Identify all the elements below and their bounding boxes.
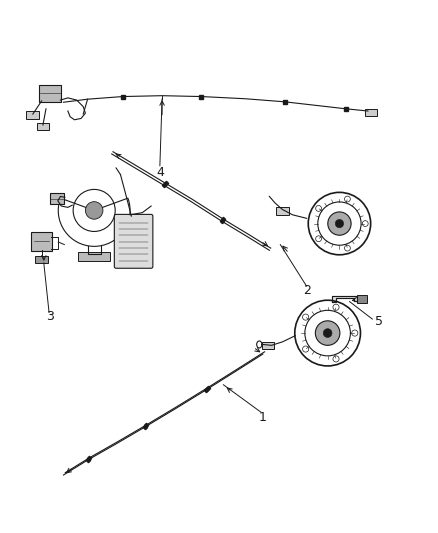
FancyBboxPatch shape	[50, 193, 64, 204]
Circle shape	[316, 236, 321, 241]
Circle shape	[333, 304, 339, 310]
Text: 3: 3	[46, 310, 54, 324]
FancyBboxPatch shape	[114, 214, 153, 268]
FancyBboxPatch shape	[78, 252, 110, 261]
Text: 2: 2	[303, 284, 311, 297]
Circle shape	[362, 221, 368, 227]
Circle shape	[85, 201, 103, 219]
Circle shape	[316, 206, 321, 211]
Text: 1: 1	[259, 411, 267, 424]
Text: 4: 4	[156, 166, 164, 179]
Circle shape	[333, 356, 339, 362]
Circle shape	[352, 330, 358, 336]
FancyBboxPatch shape	[35, 255, 48, 263]
FancyBboxPatch shape	[262, 342, 274, 349]
Circle shape	[345, 196, 350, 202]
Polygon shape	[332, 296, 357, 302]
FancyBboxPatch shape	[357, 295, 367, 303]
Text: 5: 5	[375, 315, 383, 328]
FancyBboxPatch shape	[365, 109, 378, 116]
FancyBboxPatch shape	[276, 207, 289, 215]
Circle shape	[315, 321, 340, 345]
FancyBboxPatch shape	[26, 111, 39, 119]
Circle shape	[323, 329, 332, 337]
Circle shape	[336, 220, 343, 228]
FancyBboxPatch shape	[37, 123, 49, 130]
Circle shape	[303, 346, 309, 352]
Circle shape	[303, 314, 309, 320]
FancyBboxPatch shape	[31, 232, 52, 251]
Circle shape	[345, 245, 350, 251]
FancyBboxPatch shape	[39, 85, 61, 102]
Circle shape	[328, 212, 351, 235]
